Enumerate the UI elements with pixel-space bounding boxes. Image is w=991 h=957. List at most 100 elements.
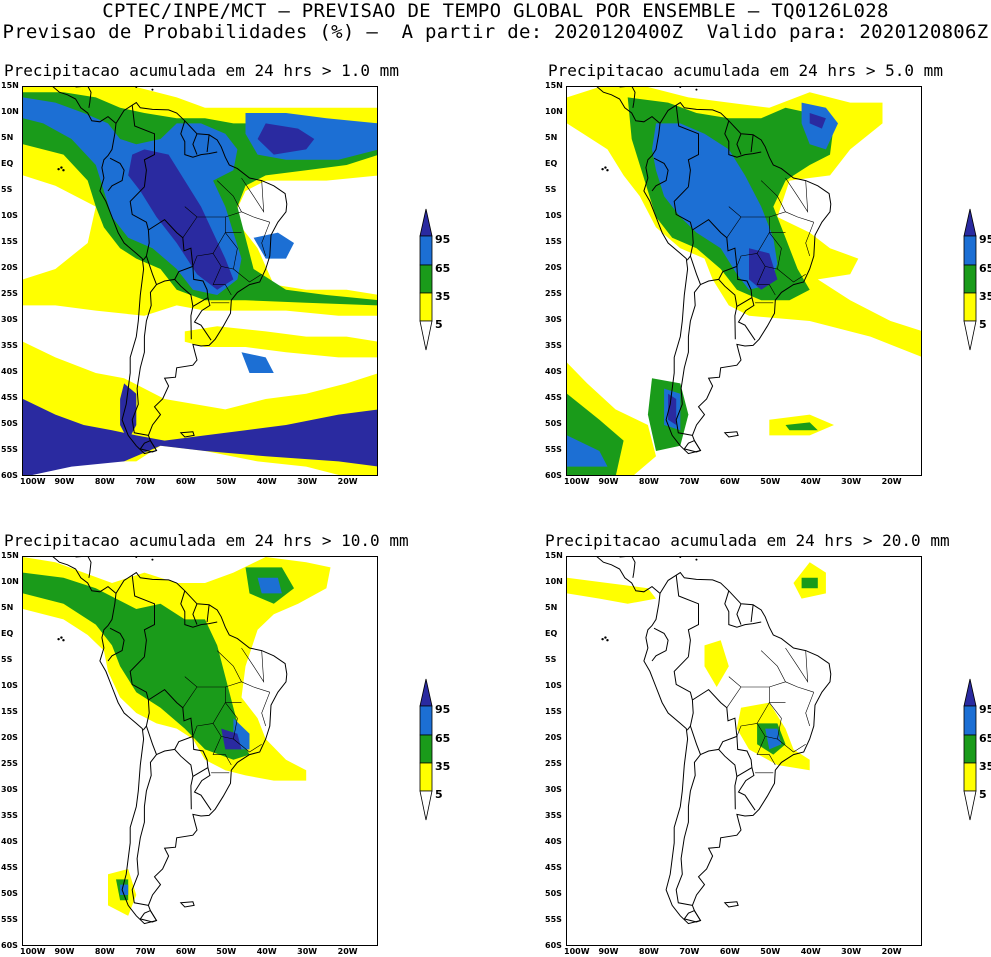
legend-swatch-below [963,320,977,351]
state-border [728,676,786,703]
probability-area-p35 [23,572,250,760]
state-border [805,222,815,257]
precip-map-svg [567,557,832,925]
legend-level-label: 35 [979,290,991,303]
longitude-label: 60W [719,947,740,956]
latitude-label: 15N [545,551,563,560]
latitude-label: 15N [545,81,563,90]
state-border [184,206,242,233]
country-border [675,105,699,187]
legend-level-label: 35 [979,760,991,773]
country-border [129,186,150,261]
probability-area-p95 [128,149,234,290]
country-border [750,604,754,623]
state-border [777,738,806,753]
country-border [131,105,155,187]
longitude-label: 90W [598,477,619,486]
latitude-label: 5N [545,133,558,142]
state-border [261,222,271,257]
latitude-label: 30S [545,785,562,794]
latitude-label: 35S [545,341,562,350]
state-border [241,177,265,213]
central-america-coastline [52,87,117,124]
longitude-label: 70W [679,477,700,486]
south-america-coastline [643,101,832,455]
latitude-label: 5S [1,655,13,664]
country-border [131,575,155,657]
country-border [651,157,669,192]
legend-swatch-below [419,790,433,821]
longitude-label: 70W [679,947,700,956]
latitude-label: 10N [1,107,19,116]
country-border [193,767,212,811]
probability-area-p95 [23,399,377,475]
south-america-coastline [99,571,288,925]
legend-level-label: 65 [979,732,991,745]
latitude-label: 45S [545,393,562,402]
probability-area-p65 [257,577,282,594]
state-border [756,232,782,270]
legend-swatch-p35 [419,264,433,294]
latitude-label: 40S [1,837,18,846]
latitude-label: 5N [545,603,558,612]
tierra-del-fuego [139,909,158,923]
latitude-label: 30S [545,315,562,324]
legend-panel-3: 95 65 35 5 [418,678,468,828]
latitude-label: 60S [1,471,18,480]
longitude-label: 50W [216,947,237,956]
latitude-label: 45S [1,393,18,402]
latitude-label: EQ [545,629,558,638]
country-border [675,575,699,657]
latitude-label: 45S [1,863,18,872]
longitude-label: 40W [800,477,821,486]
caribbean-island [151,558,154,561]
longitude-label: 70W [135,477,156,486]
state-border [212,702,238,740]
galapagos-island [601,167,604,171]
longitude-label: 90W [54,947,75,956]
latitude-label: 60S [545,941,562,950]
state-border [212,736,232,766]
legend-swatch-below [963,790,977,821]
longitude-label: 20W [337,477,358,486]
precip-map-svg [567,87,921,475]
probability-area-p65 [567,435,608,467]
latitude-label: 10N [545,107,563,116]
country-border [206,604,210,623]
country-border [192,603,198,625]
galapagos-island [57,637,60,641]
longitude-label: 70W [135,947,156,956]
latitude-label: EQ [1,159,14,168]
country-border [129,656,150,731]
country-border [190,776,194,810]
longitude-label: 40W [256,477,277,486]
longitude-label: 100W [564,947,590,956]
legend-level-label: 5 [979,788,987,801]
legend-colorbar [419,678,433,821]
country-border [737,767,756,811]
longitude-label: 50W [760,477,781,486]
falkland-islands [179,901,195,908]
probability-area-p65 [253,232,294,259]
probability-area-p95 [257,123,315,155]
longitude-label: 30W [841,947,862,956]
state-border [212,266,232,296]
latitude-label: 15S [545,707,562,716]
state-border [182,216,198,238]
country-border [734,776,738,810]
latitude-label: 25S [545,289,562,298]
panel-title-2: Precipitacao acumulada em 24 hrs > 5.0 m… [548,61,943,80]
latitude-label: 20S [1,733,18,742]
country-border [673,656,694,731]
legend-level-label: 65 [979,262,991,275]
precip-map-svg [23,87,377,475]
panel-title-4: Precipitacao acumulada em 24 hrs > 20.0 … [545,531,950,550]
latitude-label: 5S [545,185,557,194]
state-border [233,738,262,753]
country-border [206,134,210,153]
precip-map-svg [23,557,331,925]
state-border [777,268,806,283]
probability-area-p5 [704,640,729,687]
header-line-2: Previsao de Probabilidades (%) — A parti… [2,21,989,43]
latitude-label: 40S [545,367,562,376]
